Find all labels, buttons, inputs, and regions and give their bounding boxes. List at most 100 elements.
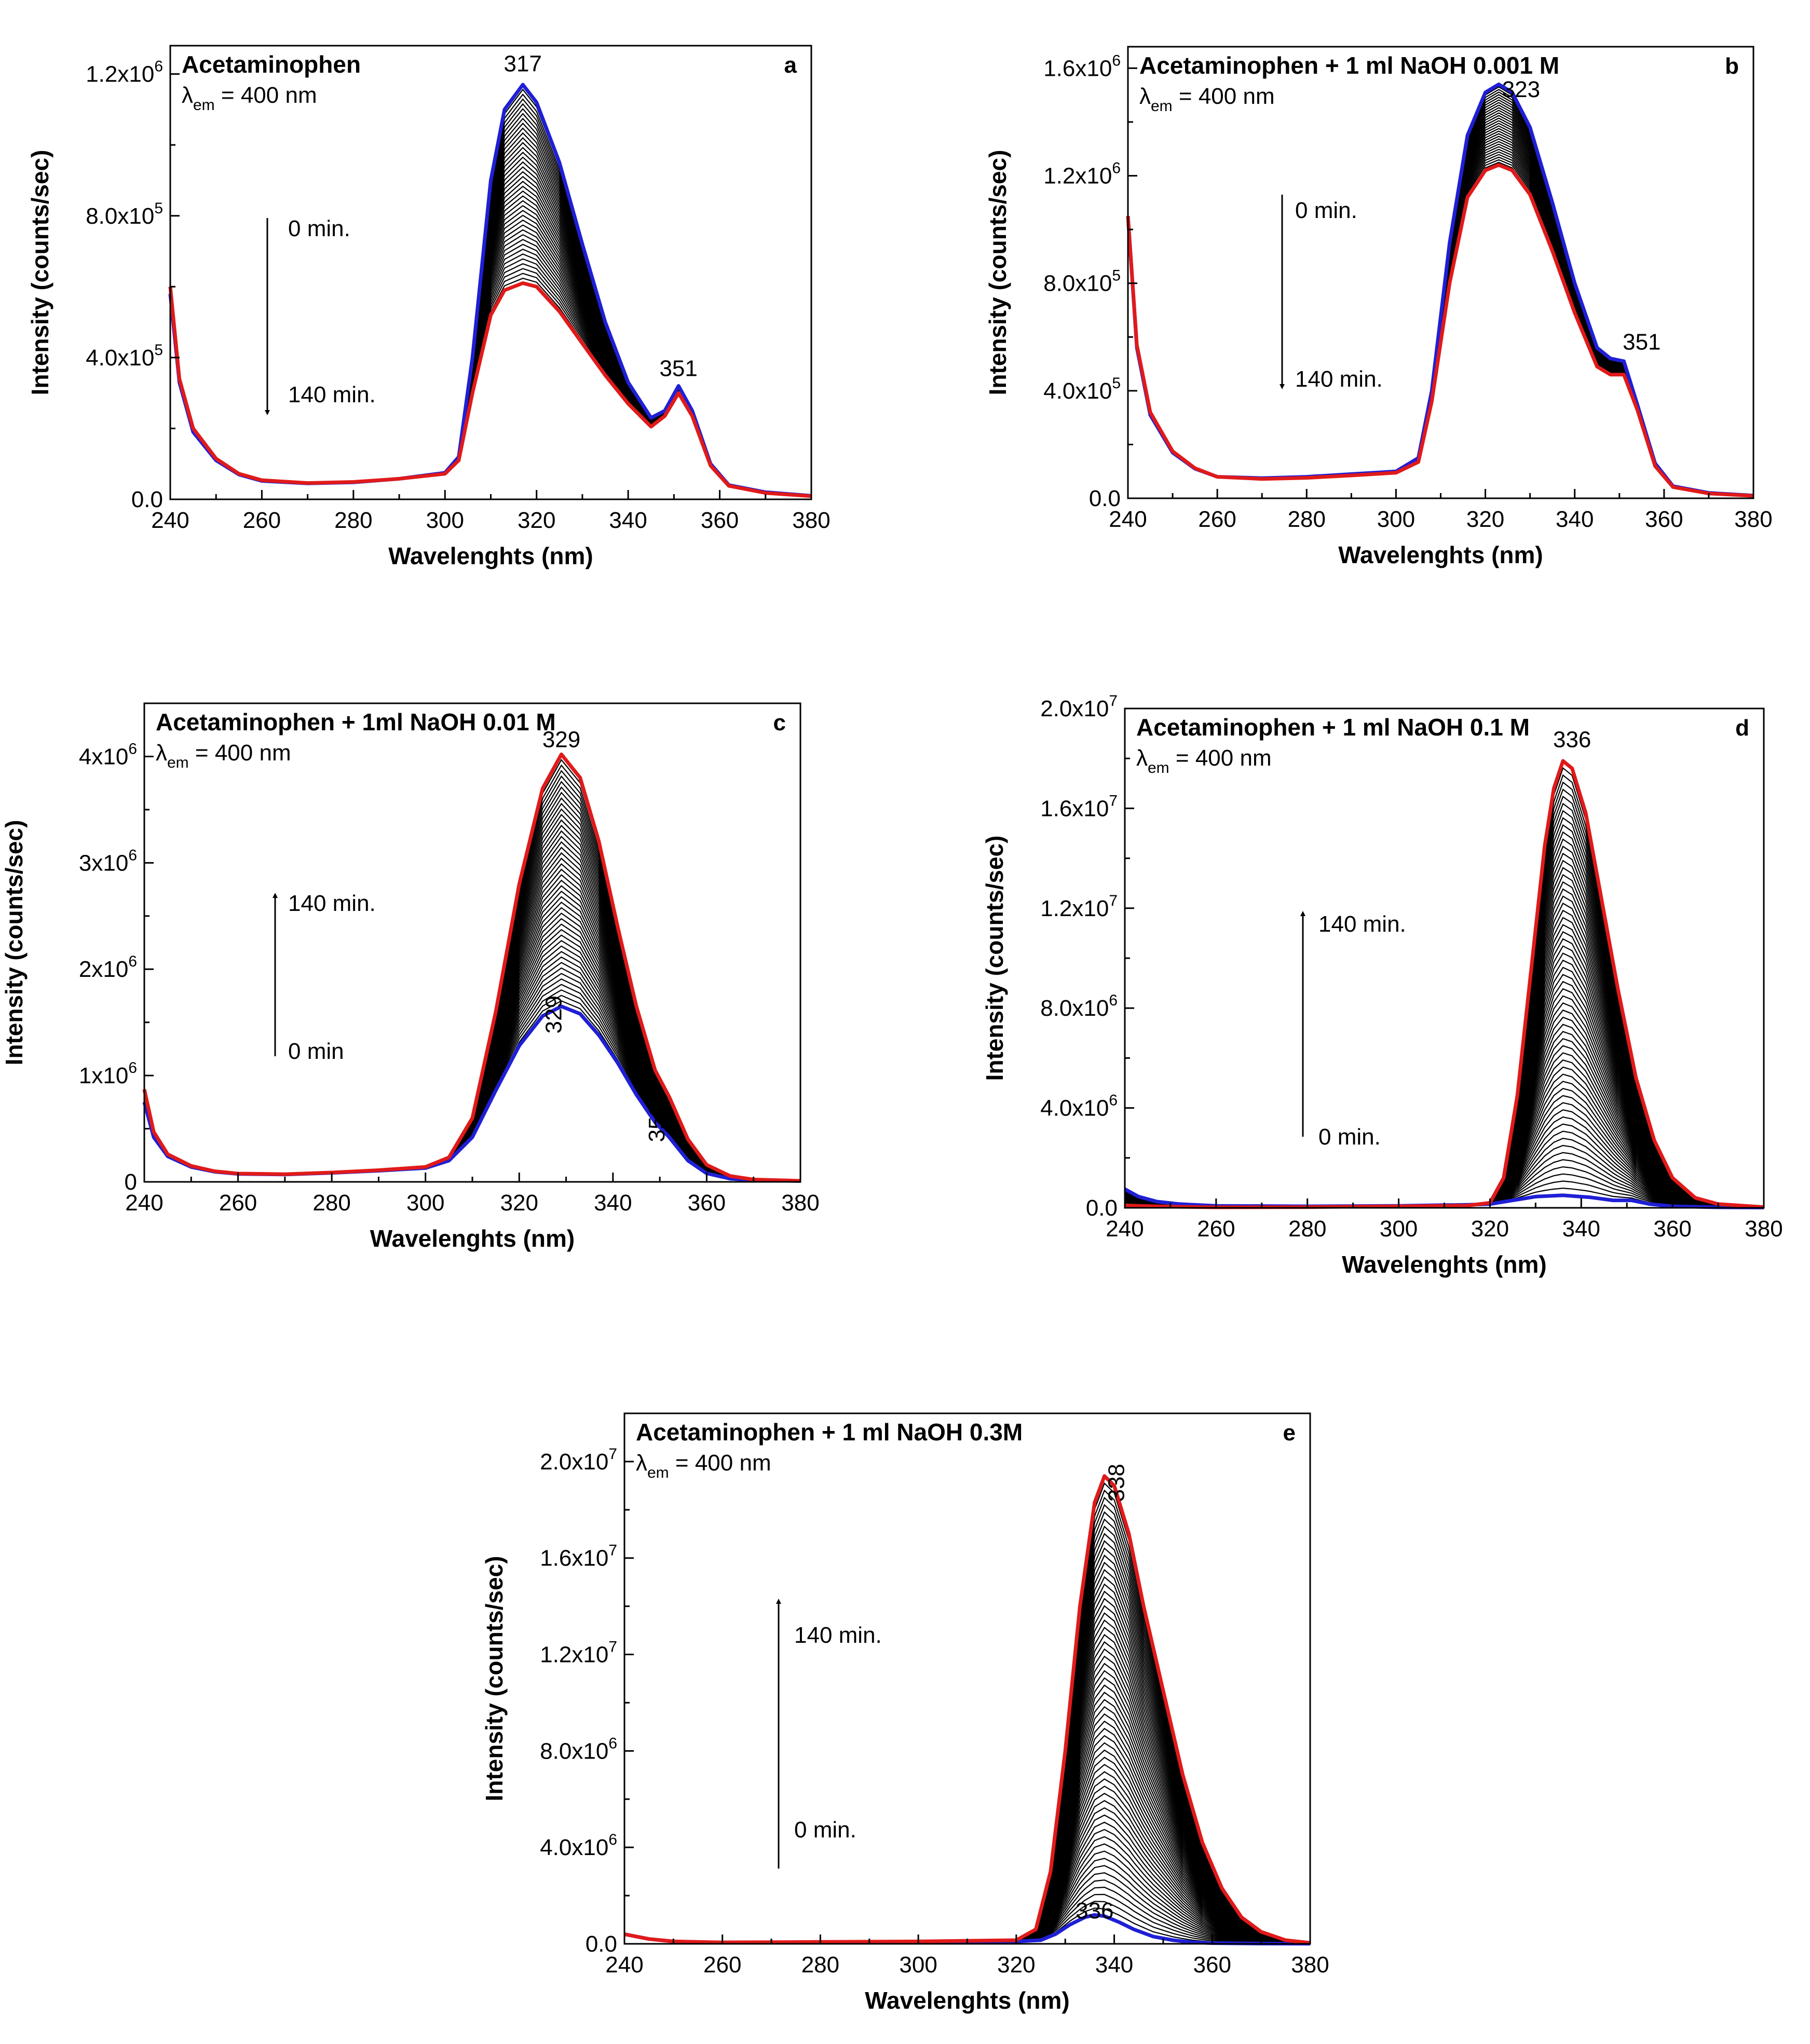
arrow-label-top: 140 min. bbox=[1318, 911, 1406, 937]
y-tick-label: 1.2x106 bbox=[1043, 160, 1121, 189]
lambda-symbol: λ bbox=[636, 1450, 647, 1476]
spectrum-line bbox=[143, 967, 801, 1182]
spectrum-line bbox=[143, 994, 801, 1182]
panel-title: Acetaminophen + 1 ml NaOH 0.3M bbox=[636, 1419, 1023, 1446]
spectra-family bbox=[1124, 767, 1764, 1208]
peak-label: 336 bbox=[1076, 1898, 1113, 1924]
lambda-value: = 400 nm bbox=[1169, 745, 1272, 771]
spectrum-140-min bbox=[1124, 759, 1764, 1209]
lambda-subscript: em bbox=[167, 754, 189, 771]
y-tick-mantissa: 4.0x10 bbox=[1043, 378, 1112, 404]
x-axis-title: Wavelenghts (nm) bbox=[1338, 541, 1543, 568]
x-tick-label: 360 bbox=[701, 508, 739, 533]
y-tick-mantissa: 4x10 bbox=[79, 744, 128, 769]
y-tick-exponent: 6 bbox=[128, 847, 137, 864]
y-tick-exponent: 5 bbox=[1112, 267, 1121, 284]
spectrum-line bbox=[143, 912, 801, 1182]
peak-label: 329 bbox=[541, 996, 567, 1033]
y-tick-exponent: 6 bbox=[1109, 1092, 1118, 1109]
panel-letter: a bbox=[784, 52, 797, 78]
x-axis-title: Wavelenghts (nm) bbox=[865, 1987, 1069, 2014]
y-tick-label: 0.0 bbox=[586, 1931, 617, 1957]
x-tick-label: 240 bbox=[1109, 507, 1147, 532]
spectrum-line bbox=[1124, 817, 1764, 1208]
x-tick-label: 260 bbox=[1197, 1216, 1235, 1242]
panel-title: Acetaminophen + 1 ml NaOH 0.1 M bbox=[1136, 714, 1530, 741]
lambda-subscript: em bbox=[647, 1464, 669, 1481]
spectra-family bbox=[1127, 86, 1754, 497]
y-tick-label: 2.0x107 bbox=[540, 1446, 617, 1475]
excitation-label: λem = 400 nm bbox=[1136, 745, 1272, 776]
y-tick-exponent: 7 bbox=[608, 1639, 617, 1656]
spectrum-line bbox=[143, 956, 801, 1182]
spectrum-line bbox=[1124, 867, 1764, 1208]
y-tick-label: 1.2x107 bbox=[540, 1639, 617, 1668]
y-tick-mantissa: 1.2x10 bbox=[540, 1642, 608, 1668]
spectrum-line bbox=[1127, 102, 1754, 496]
x-tick-label: 380 bbox=[792, 508, 830, 533]
spectrum-line bbox=[1124, 824, 1764, 1208]
y-tick-label: 8.0x105 bbox=[86, 200, 163, 229]
spectrum-line bbox=[1127, 104, 1754, 497]
spectrum-line bbox=[1124, 767, 1764, 1208]
y-tick-label: 4.0x106 bbox=[1040, 1092, 1118, 1121]
spectrum-line bbox=[1127, 91, 1754, 496]
spectra-family bbox=[624, 1482, 1311, 1944]
panel-title: Acetaminophen + 1ml NaOH 0.01 M bbox=[156, 708, 556, 735]
spectrum-line bbox=[143, 951, 801, 1182]
spectrum-line bbox=[1127, 97, 1754, 496]
lambda-symbol: λ bbox=[156, 740, 167, 766]
y-tick-exponent: 6 bbox=[128, 740, 137, 757]
peak-label: 323 bbox=[1502, 77, 1540, 102]
y-tick-mantissa: 8.0x10 bbox=[86, 203, 154, 229]
panel-title: Acetaminophen bbox=[182, 51, 361, 78]
lambda-symbol: λ bbox=[182, 83, 193, 108]
y-tick-label: 1.2x107 bbox=[1040, 892, 1118, 921]
y-tick-mantissa: 3x10 bbox=[79, 850, 128, 876]
y-axis-title: Intensity (counts/sec) bbox=[481, 1556, 508, 1802]
y-tick-mantissa: 1.6x10 bbox=[540, 1546, 608, 1571]
x-tick-label: 340 bbox=[1556, 507, 1594, 532]
y-tick-label: 1.6x107 bbox=[1040, 792, 1118, 821]
plot-frame bbox=[1127, 46, 1754, 499]
y-tick-label: 4.0x106 bbox=[540, 1831, 617, 1860]
lambda-value: = 400 nm bbox=[1173, 84, 1275, 109]
y-tick-exponent: 6 bbox=[154, 58, 163, 75]
y-tick-mantissa: 1.2x10 bbox=[1043, 163, 1112, 189]
x-tick-label: 320 bbox=[518, 508, 555, 533]
lambda-symbol: λ bbox=[1139, 84, 1151, 109]
y-tick-label: 0.0 bbox=[1086, 1195, 1118, 1221]
panel-letter: d bbox=[1735, 715, 1749, 741]
x-tick-label: 300 bbox=[899, 1952, 937, 1978]
arrow-label-bottom: 140 min. bbox=[288, 382, 376, 407]
peak-label: 351 bbox=[644, 1104, 670, 1142]
spectrum-0-min bbox=[1124, 1187, 1764, 1209]
y-tick-mantissa: 2.0x10 bbox=[1040, 696, 1109, 721]
x-tick-label: 340 bbox=[594, 1190, 632, 1216]
y-axis-title: Intensity (counts/sec) bbox=[981, 836, 1008, 1081]
y-tick-label: 0.0 bbox=[1089, 486, 1121, 511]
spectrum-line bbox=[143, 1000, 801, 1182]
spectrum-line bbox=[169, 278, 812, 497]
x-tick-label: 340 bbox=[1095, 1952, 1133, 1978]
y-tick-exponent: 5 bbox=[154, 200, 163, 217]
x-tick-label: 340 bbox=[1562, 1216, 1600, 1242]
x-tick-label: 280 bbox=[801, 1952, 839, 1978]
spectrum-140-min bbox=[624, 1474, 1311, 1945]
y-tick-exponent: 5 bbox=[1112, 375, 1121, 392]
y-tick-mantissa: 8.0x10 bbox=[1043, 271, 1112, 296]
spectrum-0-min bbox=[142, 1004, 801, 1183]
excitation-label: λem = 400 nm bbox=[636, 1450, 771, 1481]
spectrum-line bbox=[1124, 881, 1764, 1208]
y-tick-label: 1.6x107 bbox=[540, 1542, 617, 1571]
panel-title: Acetaminophen + 1 ml NaOH 0.001 M bbox=[1139, 52, 1559, 79]
y-tick-mantissa: 2.0x10 bbox=[540, 1449, 608, 1475]
x-tick-label: 280 bbox=[1288, 507, 1326, 532]
x-tick-label: 280 bbox=[312, 1190, 350, 1216]
y-tick-mantissa: 4.0x10 bbox=[86, 345, 154, 371]
lambda-symbol: λ bbox=[1136, 745, 1148, 771]
y-tick-label: 4.0x105 bbox=[1043, 375, 1121, 404]
arrow-label-bottom: 0 min. bbox=[1318, 1124, 1381, 1150]
y-axis-title: Intensity (counts/sec) bbox=[26, 150, 53, 396]
